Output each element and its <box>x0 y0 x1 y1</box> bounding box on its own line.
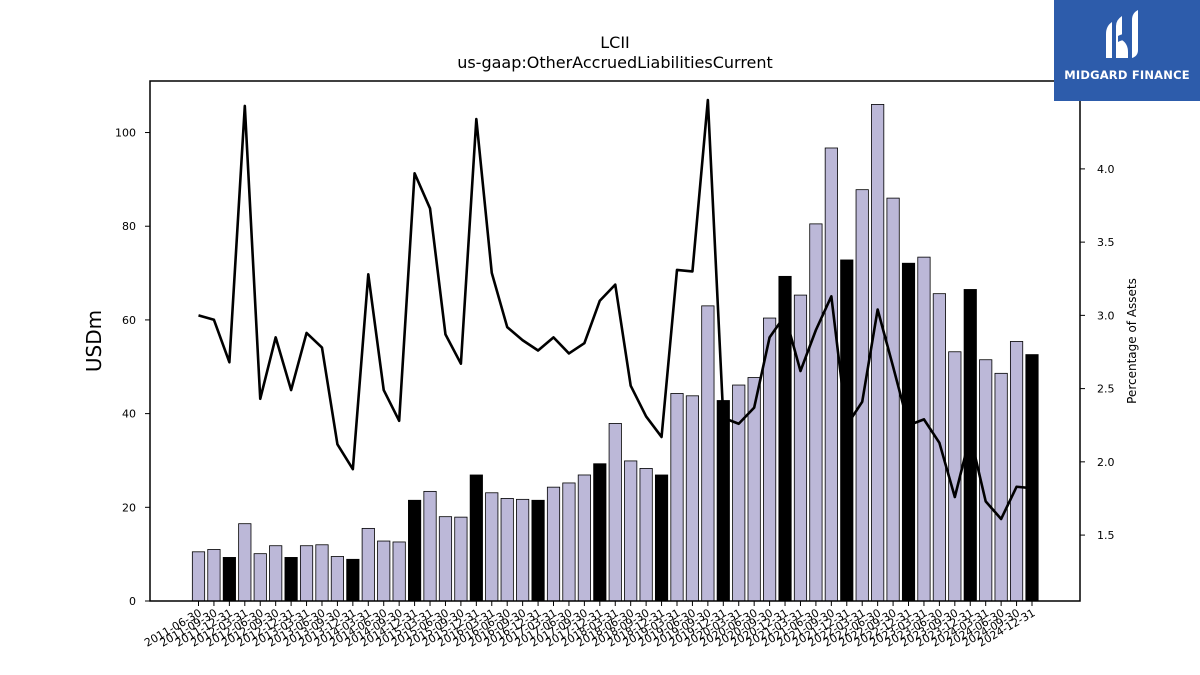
brand-logo: MIDGARD FINANCE <box>1054 0 1200 101</box>
bar-2012-06-30 <box>253 553 267 602</box>
y2-tick-label: 4.0 <box>1097 163 1115 176</box>
x-axis-ticks: 2011-06-302011-09-302011-12-312012-03-31… <box>142 601 1038 650</box>
bar-2022-12-31 <box>901 262 916 602</box>
y2-tick-label: 3.0 <box>1097 309 1115 322</box>
logo-mark-icon <box>1106 10 1138 58</box>
y-tick-label: 40 <box>122 408 136 421</box>
bar-2019-03-31 <box>670 393 684 602</box>
bar-2019-06-30 <box>685 395 700 602</box>
bar-2016-12-31 <box>531 499 545 602</box>
bar-2012-03-31 <box>238 523 252 602</box>
bar-2020-12-31 <box>778 275 792 602</box>
bar-2015-12-31 <box>469 474 483 602</box>
bar-2013-06-30 <box>315 544 329 602</box>
y2-tick-label: 2.0 <box>1097 456 1115 469</box>
bar-2013-09-30 <box>330 556 344 602</box>
bar-2017-03-31 <box>546 486 561 602</box>
y-tick-label: 0 <box>129 595 136 608</box>
bar-2013-03-31 <box>299 545 314 602</box>
bar-2021-12-31 <box>840 259 854 602</box>
bar-2012-12-31 <box>284 557 298 602</box>
y-tick-label: 100 <box>115 127 136 140</box>
bar-2024-12-31 <box>1025 354 1039 602</box>
y2-tick-label: 2.5 <box>1097 383 1115 396</box>
bar-2014-09-30 <box>392 541 406 602</box>
bar-2018-03-31 <box>608 423 622 602</box>
bar-2023-12-31 <box>963 289 977 602</box>
bar-2022-06-30 <box>871 104 885 602</box>
bar-2014-12-31 <box>408 499 422 602</box>
y-axis-ticks: 0 20 40 60 80 100 <box>115 127 150 608</box>
bar-2016-06-30 <box>500 498 514 602</box>
bar-2018-09-30 <box>639 468 653 602</box>
logo-text: MIDGARD FINANCE <box>1064 68 1190 82</box>
bar-2015-09-30 <box>454 516 468 602</box>
y2-axis-label: Percentage of Assets <box>1125 278 1139 404</box>
chart-subtitle: us-gaap:OtherAccruedLiabilitiesCurrent <box>457 53 773 72</box>
bar-2024-06-30 <box>994 372 1008 602</box>
bar-2021-09-30 <box>824 147 838 602</box>
bar-2022-09-30 <box>886 197 900 602</box>
bar-2013-12-31 <box>346 558 360 602</box>
y-axis-label: USDm <box>82 310 106 372</box>
bar-2021-06-30 <box>809 223 823 602</box>
bar-2015-06-30 <box>438 516 453 602</box>
bar-2023-03-31 <box>917 256 931 602</box>
bar-2016-09-30 <box>516 498 530 602</box>
y-tick-label: 20 <box>122 501 136 514</box>
y-tick-label: 80 <box>122 220 136 233</box>
bar-2011-06-30 <box>191 551 206 602</box>
pct-of-assets-line <box>198 98 1033 521</box>
y2-axis-ticks: 1.5 2.0 2.5 3.0 3.5 4.0 <box>1080 163 1115 542</box>
bar-2011-09-30 <box>207 549 221 602</box>
y-tick-label: 60 <box>122 314 136 327</box>
bar-2018-12-31 <box>654 474 669 602</box>
bar-2014-03-31 <box>361 527 375 602</box>
bar-2011-12-31 <box>222 557 236 602</box>
bar-2015-03-31 <box>423 490 437 602</box>
bar-2017-12-31 <box>593 463 607 602</box>
bar-2021-03-31 <box>793 294 808 602</box>
bars-group <box>191 104 1039 602</box>
bar-2016-03-31 <box>485 492 499 602</box>
bar-2012-09-30 <box>269 545 283 602</box>
bar-2024-09-30 <box>1009 341 1024 602</box>
y2-tick-label: 1.5 <box>1097 529 1115 542</box>
bar-2014-06-30 <box>377 540 391 602</box>
bar-2019-12-31 <box>716 400 730 602</box>
bar-2017-09-30 <box>577 474 591 602</box>
bar-2019-09-30 <box>701 305 715 602</box>
bar-2018-06-30 <box>624 460 638 602</box>
bar-2017-06-30 <box>562 482 576 602</box>
chart-title: LCII <box>600 33 630 52</box>
y2-tick-label: 3.5 <box>1097 236 1115 249</box>
